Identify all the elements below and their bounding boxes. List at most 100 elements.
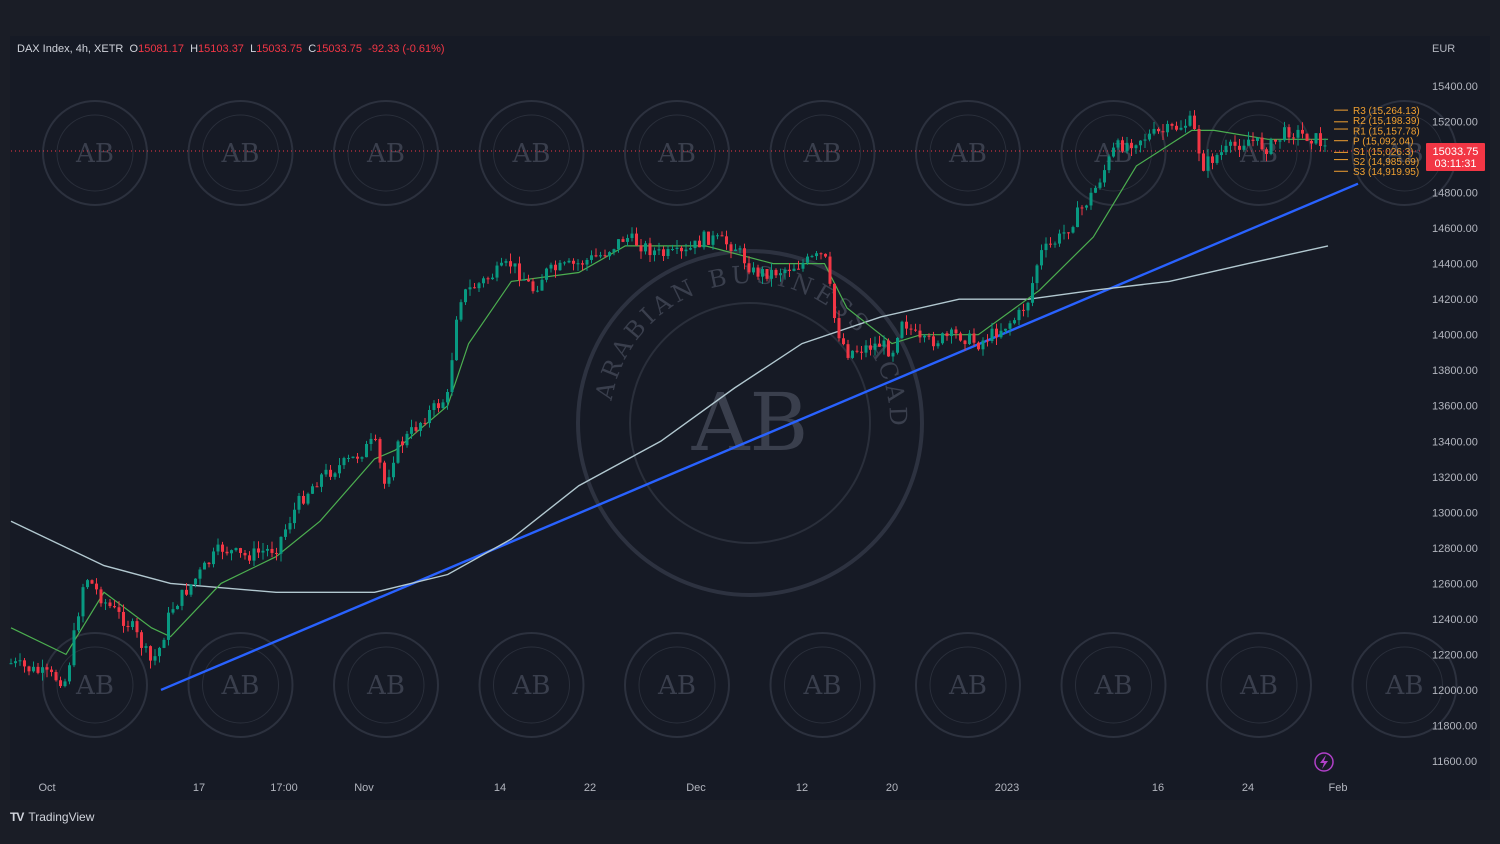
watermark-badge: AB bbox=[333, 632, 439, 738]
candle bbox=[558, 259, 562, 271]
price-tick-label: 13400.00 bbox=[1432, 436, 1478, 448]
candle bbox=[9, 658, 13, 665]
candle bbox=[864, 340, 868, 358]
watermark-initials: AB bbox=[657, 139, 696, 169]
candle bbox=[1008, 320, 1012, 336]
candle bbox=[788, 263, 791, 277]
candle bbox=[1152, 121, 1156, 136]
candle bbox=[1305, 133, 1309, 142]
candle bbox=[945, 331, 949, 341]
time-axis[interactable]: Oct 17 17:00 Nov 14 22 Dec 12 20 2023 16 24 Feb bbox=[38, 782, 1347, 794]
candle bbox=[657, 242, 661, 256]
candle bbox=[635, 227, 638, 247]
candle bbox=[194, 578, 197, 588]
candle bbox=[1094, 185, 1097, 194]
candle bbox=[356, 453, 359, 464]
candle bbox=[369, 433, 373, 451]
candle bbox=[1197, 125, 1201, 162]
candle bbox=[1314, 133, 1318, 145]
candle bbox=[950, 327, 953, 344]
candle bbox=[603, 249, 607, 258]
candle bbox=[387, 469, 391, 487]
candle bbox=[36, 662, 40, 675]
watermark-badge: AB bbox=[624, 100, 730, 206]
candle bbox=[995, 323, 998, 346]
price-tag-countdown: 03:11:31 bbox=[1434, 158, 1476, 170]
price-tick-label: 11600.00 bbox=[1432, 756, 1477, 768]
watermark-main-text: ARABIAN BUSINESS ACADEMY bbox=[0, 0, 912, 430]
candle bbox=[1017, 307, 1021, 326]
watermark-badge: AB bbox=[915, 632, 1021, 738]
candle bbox=[477, 282, 481, 293]
high-value: 15103.37 bbox=[198, 43, 244, 55]
candle bbox=[765, 268, 769, 282]
symbol-label[interactable]: DAX Index, 4h, XETR bbox=[17, 43, 124, 55]
low-label: L bbox=[250, 43, 257, 55]
candle bbox=[378, 437, 382, 469]
candle bbox=[671, 244, 674, 251]
candle bbox=[315, 482, 319, 488]
candle bbox=[234, 547, 238, 552]
candle bbox=[122, 604, 125, 633]
watermark-badge: AB bbox=[769, 100, 876, 206]
candle bbox=[1319, 127, 1322, 152]
lightning-icon[interactable] bbox=[1314, 752, 1334, 772]
time-tick-label: Feb bbox=[1329, 782, 1348, 794]
candle bbox=[437, 398, 440, 413]
candle bbox=[513, 263, 517, 274]
candle bbox=[1202, 150, 1205, 172]
candle bbox=[797, 260, 800, 270]
candle bbox=[410, 419, 413, 439]
candle bbox=[932, 331, 935, 351]
candle bbox=[617, 239, 620, 253]
trendline-layer bbox=[11, 150, 1420, 692]
candle bbox=[608, 251, 611, 260]
close-label: C bbox=[308, 43, 317, 55]
chart-panel[interactable] bbox=[10, 36, 1490, 800]
watermark-badge: AB bbox=[333, 100, 439, 206]
candle bbox=[810, 254, 814, 258]
watermark-badge: AB bbox=[42, 632, 148, 738]
candle bbox=[50, 666, 53, 677]
candle bbox=[774, 268, 778, 279]
candle bbox=[761, 266, 764, 285]
candle bbox=[212, 547, 215, 568]
candle bbox=[1166, 120, 1169, 137]
pivot-label: S2 (14,985.69) bbox=[1353, 157, 1419, 168]
watermark-badge: AB bbox=[915, 100, 1021, 206]
candle bbox=[630, 227, 634, 242]
candle bbox=[729, 241, 733, 259]
candle bbox=[158, 646, 161, 663]
watermark-initials: AB bbox=[75, 671, 114, 701]
time-tick-label: Oct bbox=[38, 782, 55, 794]
candle bbox=[720, 231, 724, 237]
candle bbox=[1175, 121, 1178, 132]
candle bbox=[140, 630, 143, 656]
candle bbox=[626, 234, 629, 247]
candle bbox=[383, 460, 386, 489]
candle bbox=[306, 492, 310, 506]
candle bbox=[927, 333, 931, 340]
candle bbox=[743, 243, 746, 270]
candle bbox=[959, 331, 962, 342]
candle bbox=[1238, 139, 1241, 157]
candle bbox=[23, 658, 26, 673]
price-tick-label: 12600.00 bbox=[1432, 578, 1478, 590]
candle bbox=[45, 663, 49, 678]
low-value: 15033.75 bbox=[256, 43, 303, 55]
watermark-initials: AB bbox=[75, 139, 114, 169]
price-tick-label: 13000.00 bbox=[1432, 507, 1478, 519]
candle bbox=[297, 492, 301, 514]
price-tick-label: 14000.00 bbox=[1432, 330, 1478, 342]
time-tick-label: 17 bbox=[193, 782, 205, 794]
price-axis[interactable]: EUR15400.0015200.0015000.0014800.0014600… bbox=[1432, 43, 1478, 768]
candle bbox=[1134, 144, 1138, 154]
watermark-initials: AB bbox=[1385, 139, 1424, 169]
candle bbox=[59, 676, 62, 688]
watermark-initials: AB bbox=[1385, 671, 1424, 701]
candle bbox=[581, 260, 584, 271]
tradingview-brand[interactable]: TV TradingView bbox=[10, 810, 94, 824]
price-tag-box bbox=[1426, 143, 1485, 172]
watermark-initials: AB bbox=[512, 671, 551, 701]
